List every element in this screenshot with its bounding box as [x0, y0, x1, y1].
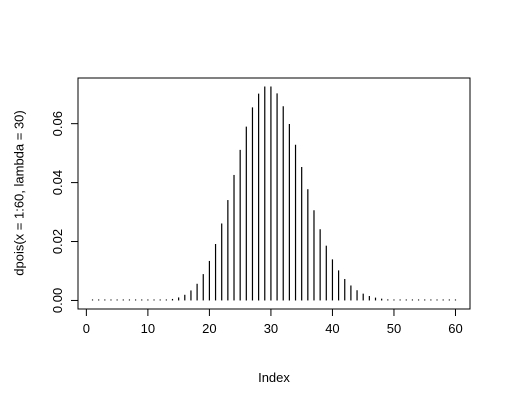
- x-tick-label: 60: [448, 321, 462, 336]
- plot-box: [77, 77, 471, 310]
- x-tick-label: 0: [83, 321, 90, 336]
- x-tick-label: 10: [141, 321, 155, 336]
- y-axis-label: dpois(x = 1:60, lambda = 30): [11, 110, 26, 276]
- x-axis-label: Index: [258, 370, 290, 385]
- y-tick-label: 0.04: [50, 170, 65, 195]
- x-tick-label: 30: [264, 321, 278, 336]
- x-tick-label: 20: [202, 321, 216, 336]
- x-tick-label: 50: [387, 321, 401, 336]
- y-tick-label: 0.02: [50, 229, 65, 254]
- y-tick-label: 0.06: [50, 111, 65, 136]
- y-tick-label: 0.00: [50, 288, 65, 313]
- x-tick-label: 40: [325, 321, 339, 336]
